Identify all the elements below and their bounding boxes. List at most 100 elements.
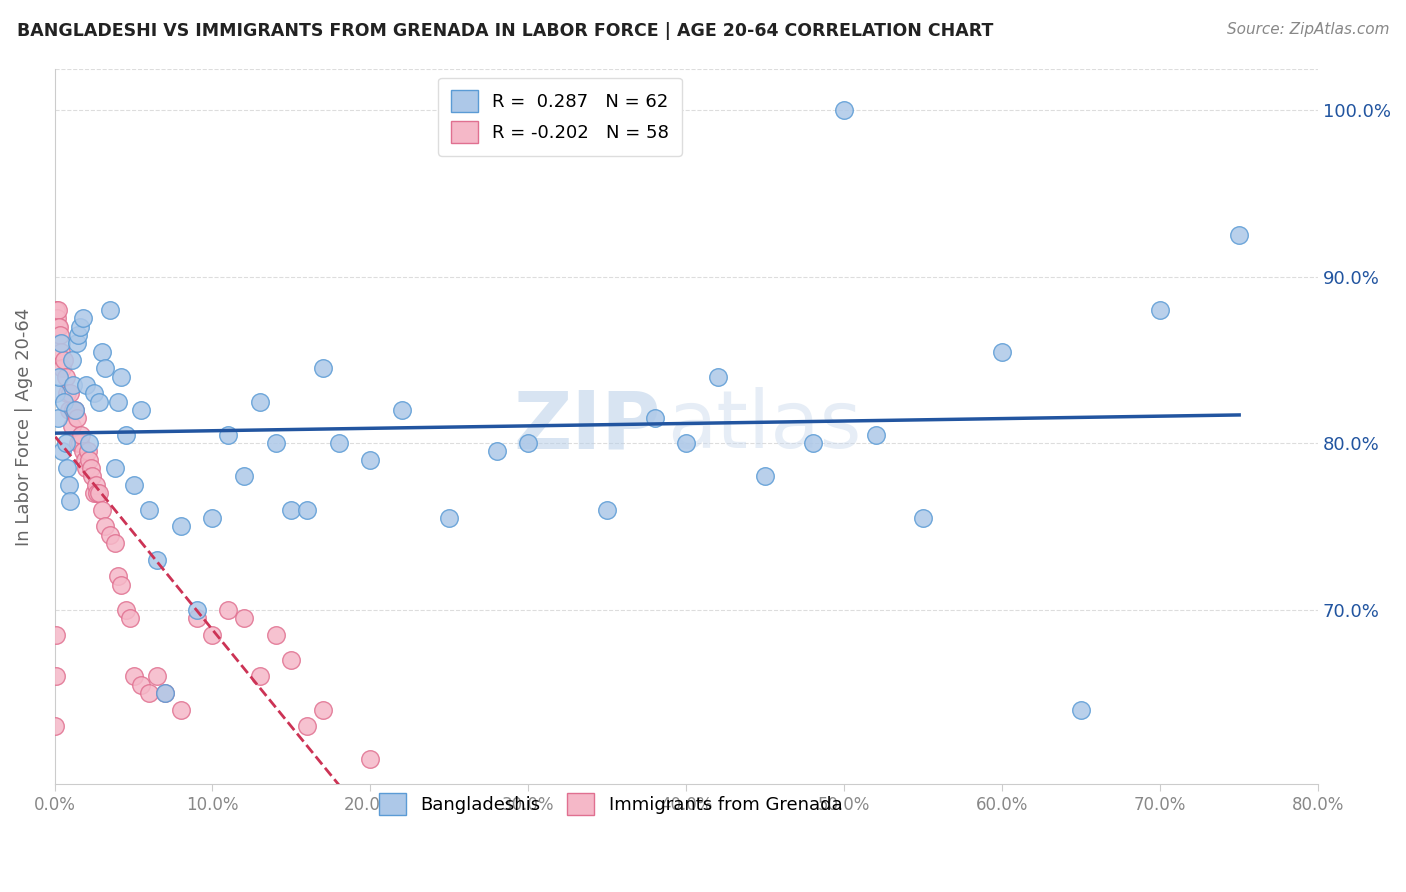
Point	[76, 444, 98, 458]
Point	[87, 394, 110, 409]
Point	[66, 336, 89, 351]
Point	[1227, 227, 1250, 242]
Point	[146, 552, 169, 566]
Point	[69, 436, 91, 450]
Point	[264, 627, 287, 641]
Point	[66, 411, 89, 425]
Point	[249, 394, 271, 409]
Point	[675, 436, 697, 450]
Point	[83, 386, 105, 401]
Point	[114, 602, 136, 616]
Point	[72, 311, 94, 326]
Point	[103, 536, 125, 550]
Point	[1070, 702, 1092, 716]
Point	[110, 577, 132, 591]
Point	[131, 402, 153, 417]
Point	[707, 369, 730, 384]
Point	[312, 702, 335, 716]
Point	[60, 352, 83, 367]
Legend: Bangladeshis, Immigrants from Grenada: Bangladeshis, Immigrants from Grenada	[368, 781, 853, 825]
Point	[46, 319, 69, 334]
Y-axis label: In Labor Force | Age 20-64: In Labor Force | Age 20-64	[15, 308, 32, 546]
Point	[485, 444, 508, 458]
Point	[48, 319, 70, 334]
Point	[44, 719, 66, 733]
Point	[45, 386, 67, 401]
Point	[201, 627, 224, 641]
Point	[84, 477, 107, 491]
Point	[328, 436, 350, 450]
Point	[48, 302, 70, 317]
Point	[73, 452, 96, 467]
Point	[120, 611, 142, 625]
Point	[170, 702, 193, 716]
Point	[55, 436, 77, 450]
Point	[280, 502, 302, 516]
Point	[186, 602, 208, 616]
Point	[801, 436, 824, 450]
Text: Source: ZipAtlas.com: Source: ZipAtlas.com	[1226, 22, 1389, 37]
Point	[186, 611, 208, 625]
Point	[170, 519, 193, 533]
Point	[107, 569, 129, 583]
Point	[264, 436, 287, 450]
Point	[70, 427, 93, 442]
Point	[249, 669, 271, 683]
Point	[56, 461, 79, 475]
Point	[596, 502, 619, 516]
Point	[233, 611, 256, 625]
Point	[67, 327, 90, 342]
Point	[45, 669, 67, 683]
Point	[153, 686, 176, 700]
Point	[359, 752, 381, 766]
Point	[297, 719, 319, 733]
Point	[131, 677, 153, 691]
Point	[138, 502, 160, 516]
Point	[49, 336, 72, 351]
Point	[146, 669, 169, 683]
Point	[49, 327, 72, 342]
Point	[45, 627, 67, 641]
Point	[233, 469, 256, 483]
Point	[912, 511, 935, 525]
Point	[217, 427, 239, 442]
Point	[75, 377, 97, 392]
Point	[67, 436, 90, 450]
Point	[90, 344, 112, 359]
Point	[80, 461, 103, 475]
Point	[55, 369, 77, 384]
Point	[280, 652, 302, 666]
Point	[153, 686, 176, 700]
Point	[122, 669, 145, 683]
Point	[63, 402, 86, 417]
Point	[107, 394, 129, 409]
Point	[359, 452, 381, 467]
Point	[391, 402, 413, 417]
Point	[51, 444, 73, 458]
Point	[46, 411, 69, 425]
Point	[98, 302, 121, 317]
Point	[297, 502, 319, 516]
Point	[63, 402, 86, 417]
Point	[58, 402, 80, 417]
Point	[53, 394, 76, 409]
Text: ZIP: ZIP	[513, 387, 661, 466]
Point	[59, 494, 82, 508]
Point	[75, 461, 97, 475]
Point	[98, 527, 121, 541]
Point	[87, 486, 110, 500]
Point	[754, 469, 776, 483]
Point	[217, 602, 239, 616]
Point	[439, 511, 461, 525]
Point	[122, 477, 145, 491]
Point	[51, 361, 73, 376]
Point	[77, 452, 100, 467]
Point	[138, 686, 160, 700]
Point	[69, 319, 91, 334]
Point	[90, 502, 112, 516]
Point	[644, 411, 666, 425]
Point	[72, 444, 94, 458]
Point	[86, 486, 108, 500]
Point	[45, 311, 67, 326]
Point	[56, 386, 79, 401]
